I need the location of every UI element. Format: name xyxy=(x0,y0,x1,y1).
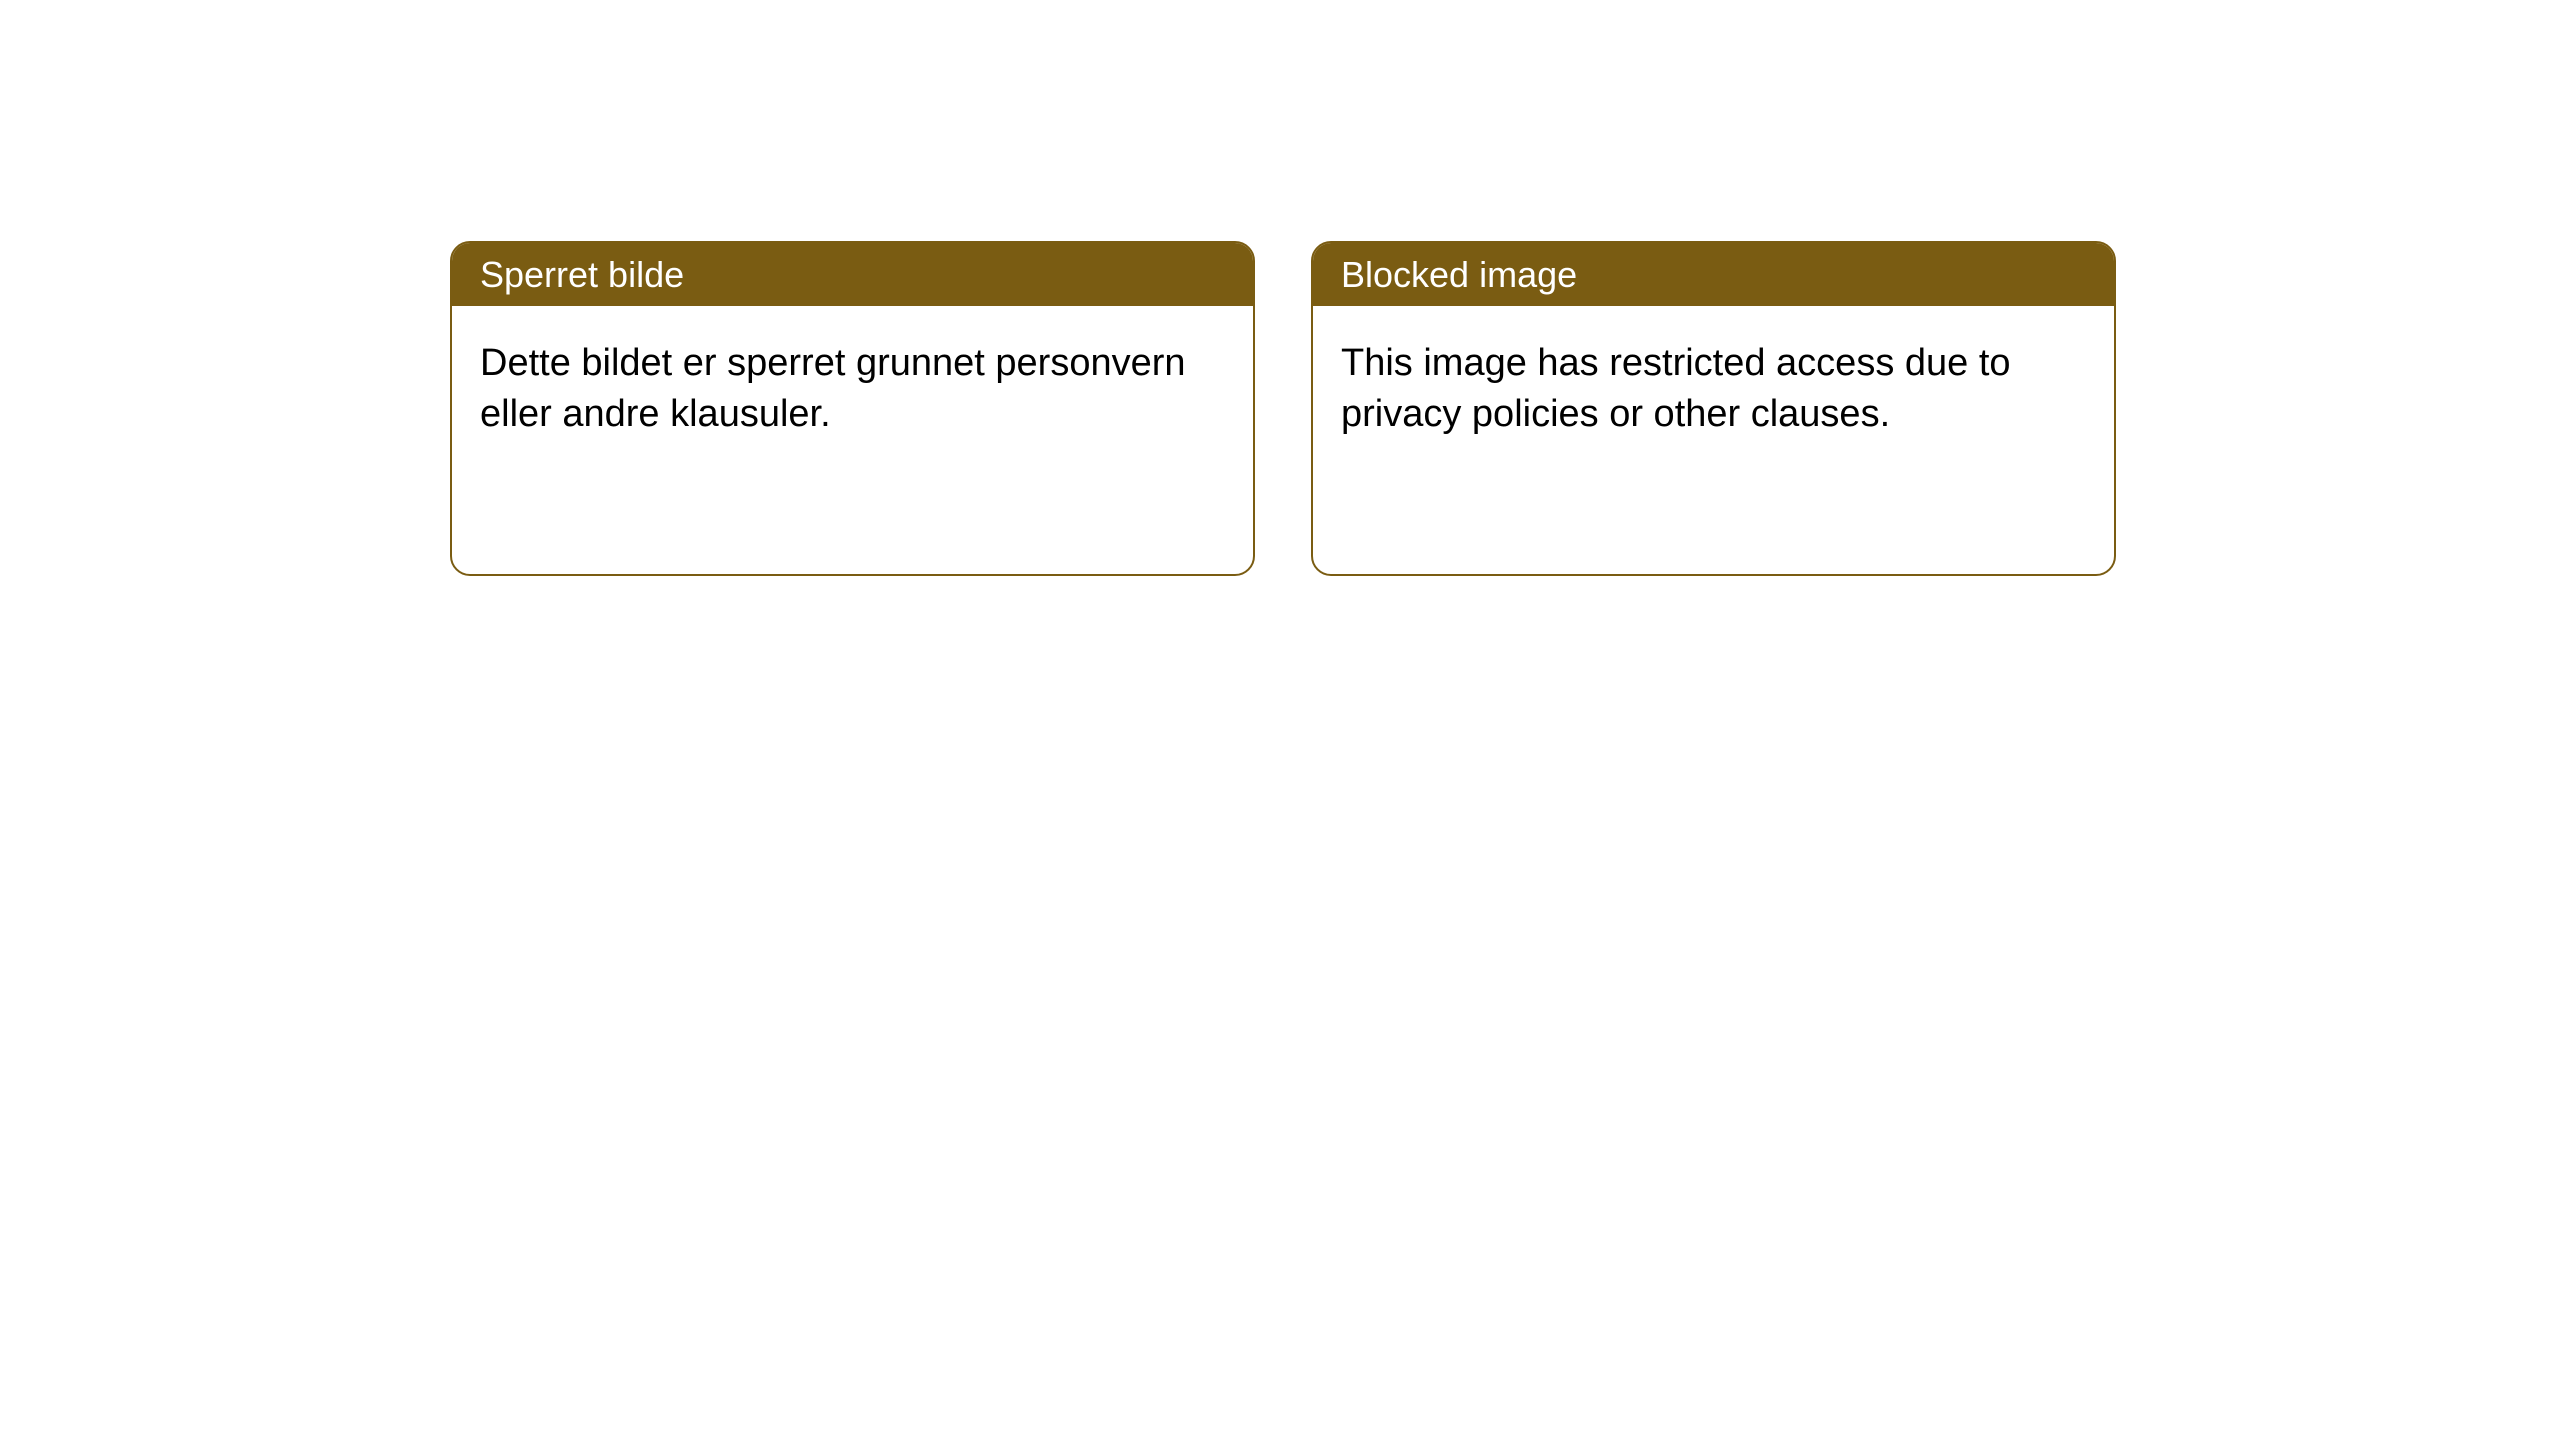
card-body: Dette bildet er sperret grunnet personve… xyxy=(452,306,1253,473)
card-title: Blocked image xyxy=(1341,254,1577,295)
notice-cards-container: Sperret bilde Dette bildet er sperret gr… xyxy=(450,241,2116,576)
card-body-text: This image has restricted access due to … xyxy=(1341,342,2011,435)
card-body-text: Dette bildet er sperret grunnet personve… xyxy=(480,342,1186,435)
card-body: This image has restricted access due to … xyxy=(1313,306,2114,473)
notice-card-norwegian: Sperret bilde Dette bildet er sperret gr… xyxy=(450,241,1255,576)
card-header: Sperret bilde xyxy=(452,243,1253,306)
notice-card-english: Blocked image This image has restricted … xyxy=(1311,241,2116,576)
card-title: Sperret bilde xyxy=(480,254,684,295)
card-header: Blocked image xyxy=(1313,243,2114,306)
